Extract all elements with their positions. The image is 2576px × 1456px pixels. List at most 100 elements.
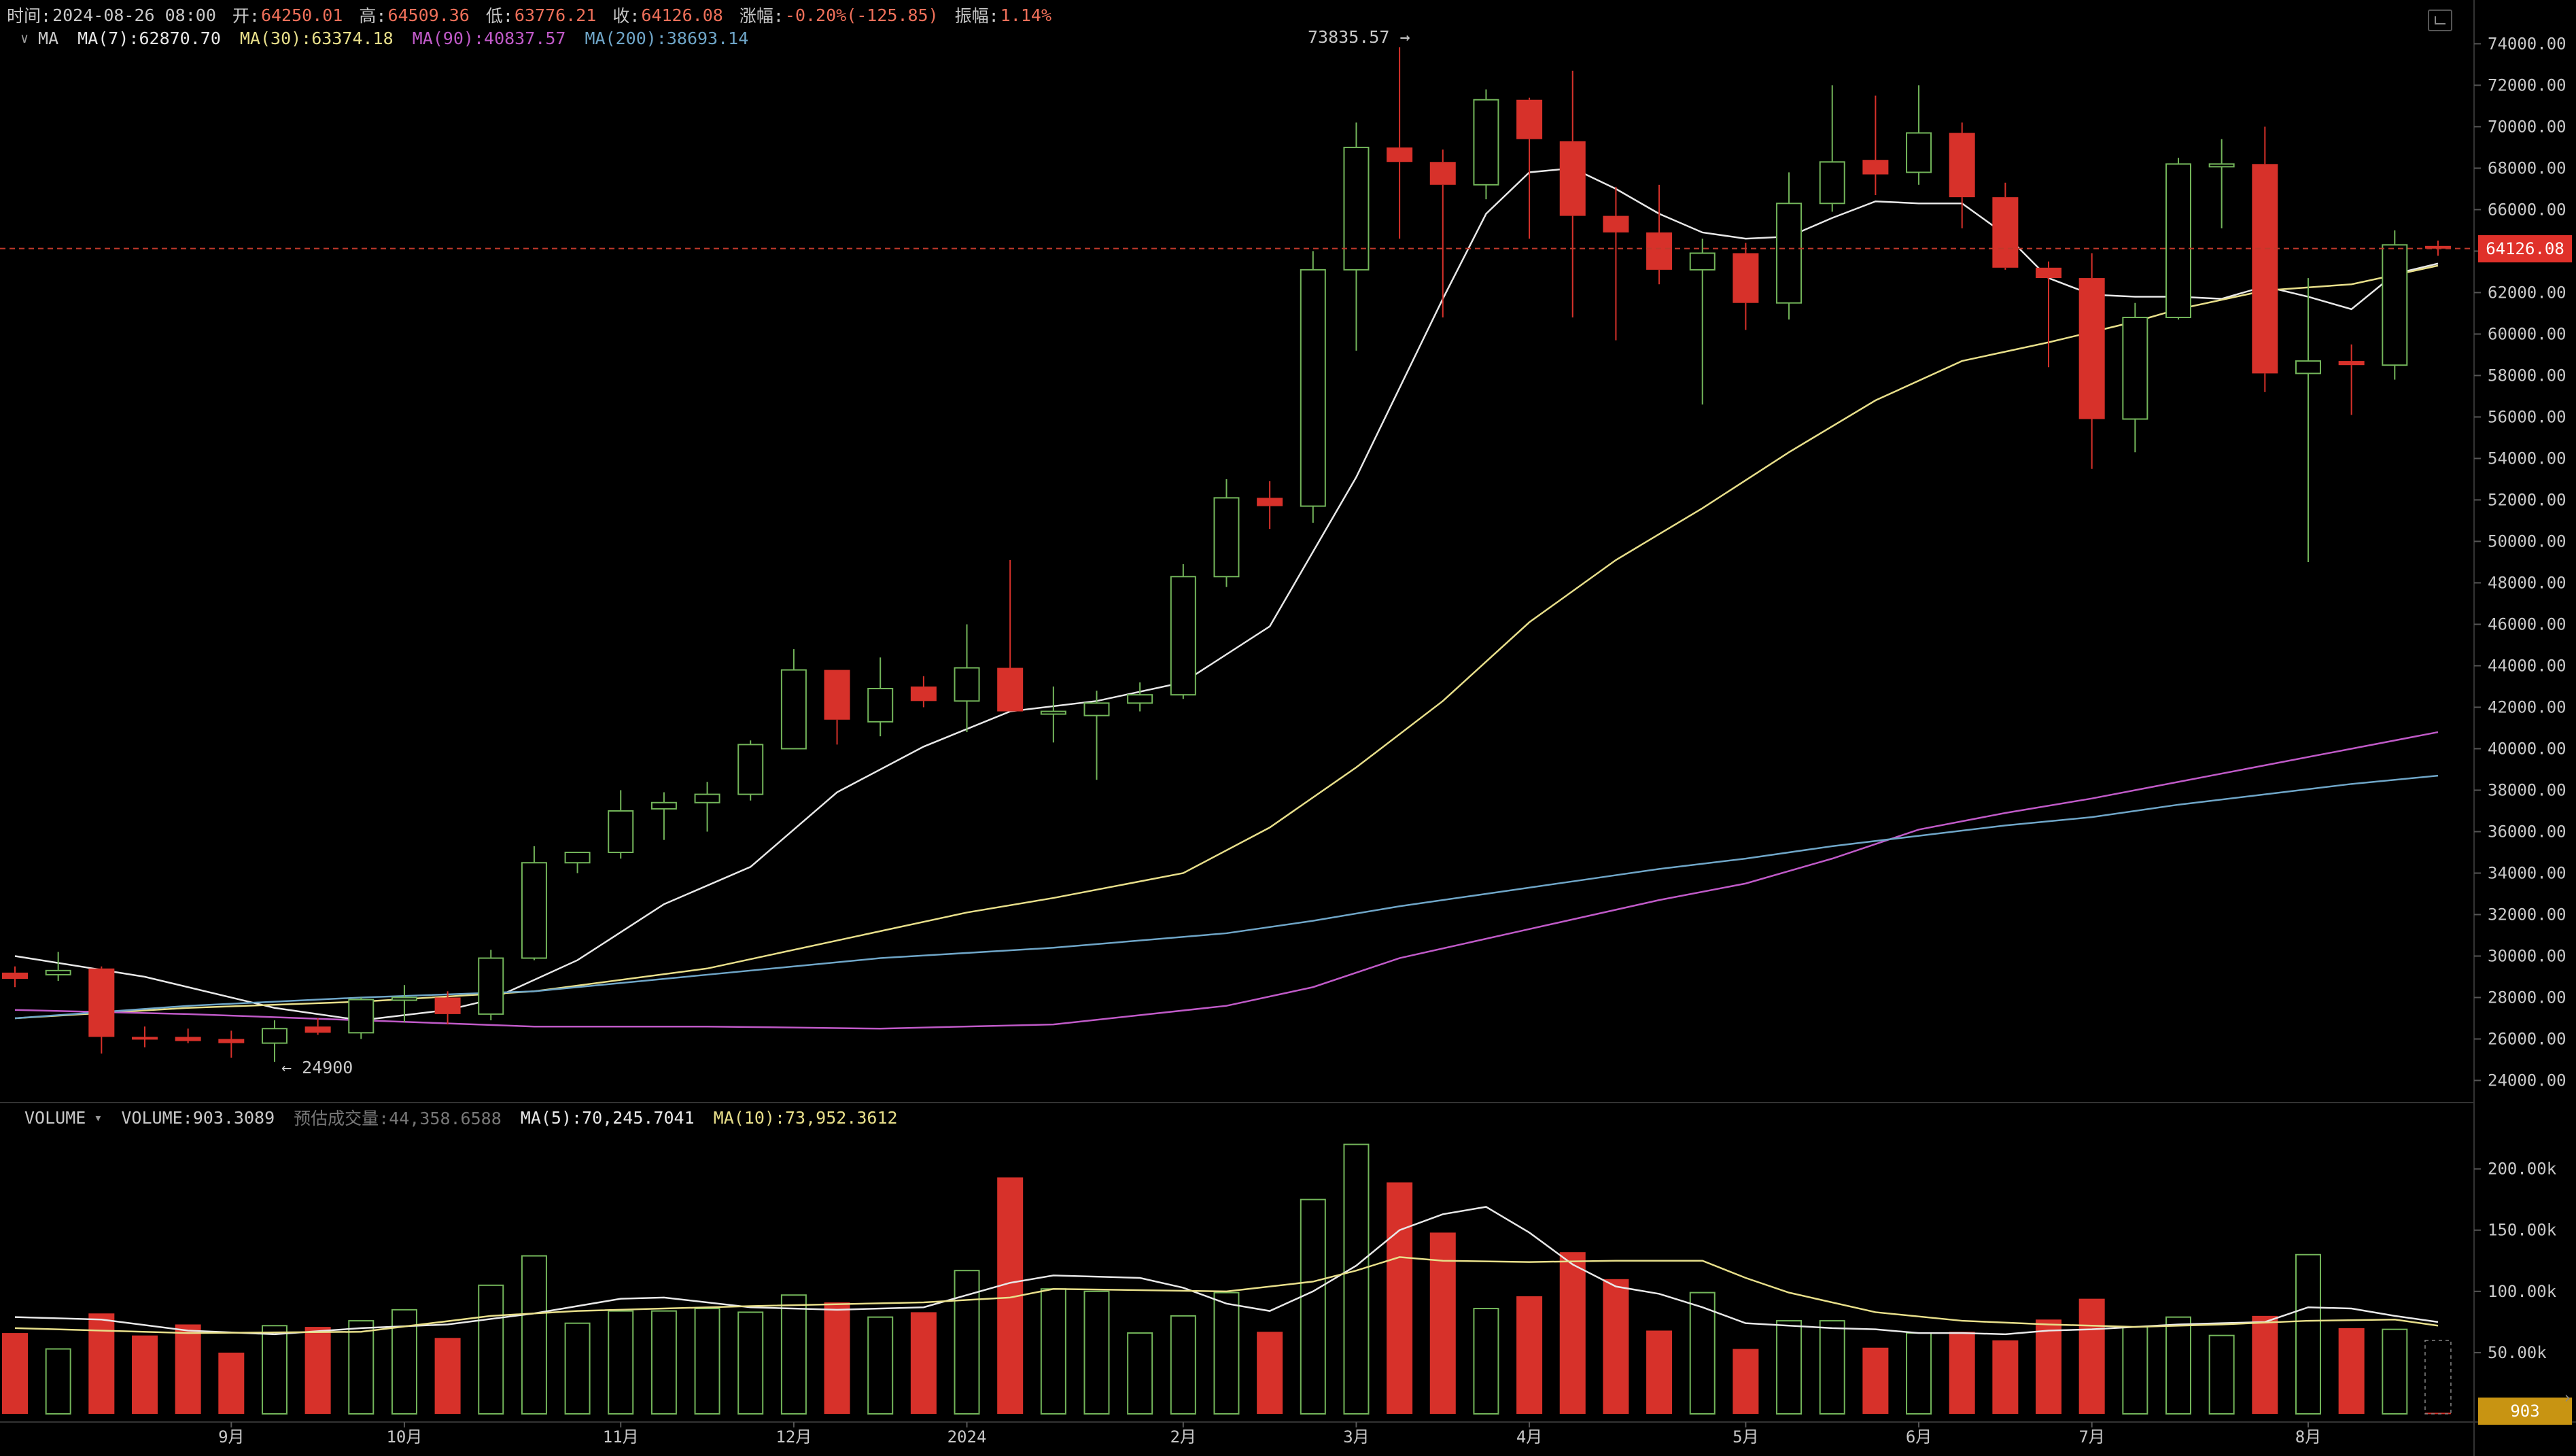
candle-body[interactable]	[2252, 164, 2278, 374]
volume-tick-label: 100.00k	[2488, 1282, 2557, 1301]
ma-legend[interactable]: ∨ MA MA(7):62870.70 MA(30):63374.18 MA(9…	[20, 26, 767, 50]
candle-body[interactable]	[1083, 702, 1110, 716]
volume-indicator-name[interactable]: VOLUME	[24, 1107, 86, 1128]
candle-body[interactable]	[780, 669, 807, 750]
volume-bar	[2122, 1326, 2148, 1415]
amplitude-value: 1.14%	[1000, 5, 1051, 25]
ma-indicator-name[interactable]: MA	[38, 28, 59, 48]
last-price-tag: 64126.08	[2478, 235, 2572, 262]
candle-body[interactable]	[1949, 133, 1975, 198]
candle-body[interactable]	[1257, 498, 1283, 506]
candle-body[interactable]	[1689, 252, 1716, 271]
candle-body[interactable]	[391, 996, 417, 1001]
candle-body[interactable]	[997, 668, 1024, 712]
estimated-volume: 预估成交量:44,358.6588	[294, 1109, 502, 1128]
candle-body[interactable]	[1343, 146, 1370, 271]
time-tick-label: 5月	[1733, 1427, 1758, 1446]
open-value: 64250.01	[260, 5, 343, 25]
price-tick-label: 38000.00	[2488, 780, 2566, 799]
candle-body[interactable]	[1819, 161, 1845, 205]
candle-body[interactable]	[1776, 203, 1803, 304]
candle-body[interactable]	[564, 851, 591, 864]
ma90-line	[14, 731, 2439, 1030]
volume-bar	[2424, 1412, 2451, 1415]
volume-bar	[954, 1270, 980, 1415]
candle-body[interactable]	[1992, 197, 2019, 268]
candle-body[interactable]	[175, 1037, 201, 1041]
candle-body[interactable]	[1300, 268, 1326, 507]
volume-ma10-value: MA(10):73,952.3612	[713, 1107, 898, 1128]
candle-body[interactable]	[304, 1026, 331, 1033]
candle-body[interactable]	[910, 686, 937, 701]
chevron-down-icon[interactable]: ∨	[20, 30, 29, 46]
candle-body[interactable]	[2, 972, 28, 980]
candle-body[interactable]	[218, 1039, 245, 1043]
candle-body[interactable]	[1127, 694, 1153, 704]
candle-body[interactable]	[650, 801, 677, 810]
time-tick-label: 4月	[1516, 1427, 1542, 1446]
candle-body[interactable]	[434, 997, 461, 1014]
volume-legend[interactable]: VOLUME ▾ VOLUME:903.3089 预估成交量:44,358.65…	[24, 1105, 917, 1130]
candle-body[interactable]	[694, 793, 720, 803]
price-tick-label: 32000.00	[2488, 905, 2566, 924]
candle-body[interactable]	[1906, 132, 1932, 173]
candle-body[interactable]	[45, 969, 71, 975]
candle-body[interactable]	[1559, 141, 1586, 216]
candle-body[interactable]	[2078, 278, 2105, 419]
low-price-annotation: ← 24900	[281, 1058, 353, 1077]
candle-body[interactable]	[824, 670, 850, 720]
candle-body[interactable]	[1170, 576, 1196, 696]
volume-bar	[780, 1294, 807, 1415]
volume-bar	[1862, 1347, 1889, 1414]
volume-bar	[824, 1302, 850, 1414]
volume-bar	[608, 1310, 634, 1415]
chevron-right-icon[interactable]: ›	[2562, 1388, 2573, 1407]
candle-body[interactable]	[261, 1028, 288, 1044]
candle-body[interactable]	[1603, 215, 1629, 232]
candle-body[interactable]	[2165, 163, 2191, 319]
candle-body[interactable]	[2382, 244, 2408, 366]
time-label: 时间:	[7, 6, 52, 26]
caret-down-icon[interactable]: ▾	[94, 1109, 103, 1126]
price-tick-label: 42000.00	[2488, 697, 2566, 716]
candle-body[interactable]	[1040, 710, 1066, 715]
candle-body[interactable]	[2036, 267, 2062, 279]
candle-body[interactable]	[2208, 163, 2235, 168]
volume-bar	[1127, 1332, 1153, 1415]
volume-bar	[218, 1352, 245, 1414]
price-tick-label: 28000.00	[2488, 988, 2566, 1007]
price-tick-label: 52000.00	[2488, 490, 2566, 509]
candle-body[interactable]	[1429, 162, 1456, 185]
volume-bar	[1170, 1315, 1196, 1415]
volume-bar	[1083, 1290, 1110, 1415]
last-volume-tag: 903	[2478, 1398, 2572, 1425]
candle-body[interactable]	[131, 1037, 158, 1040]
candle-body[interactable]	[88, 968, 115, 1037]
candle-body[interactable]	[2122, 317, 2148, 420]
candle-body[interactable]	[521, 862, 547, 959]
candle-body[interactable]	[1516, 99, 1543, 139]
candle-body[interactable]	[478, 957, 504, 1015]
candle-body[interactable]	[348, 999, 375, 1034]
volume-bar	[391, 1308, 417, 1415]
volume-bar	[1776, 1320, 1803, 1415]
volume-bar	[1300, 1198, 1326, 1415]
candle-body[interactable]	[2338, 361, 2365, 366]
candle-body[interactable]	[737, 744, 764, 795]
candle-body[interactable]	[2295, 360, 2321, 375]
candle-body[interactable]	[1733, 253, 1759, 303]
candle-body[interactable]	[1862, 160, 1889, 175]
price-tick-label: 30000.00	[2488, 946, 2566, 965]
candle-body[interactable]	[1213, 497, 1240, 578]
ma30-line	[14, 264, 2439, 1020]
candle-body[interactable]	[954, 667, 980, 702]
expand-icon[interactable]	[2428, 10, 2452, 31]
candle-body[interactable]	[2424, 245, 2451, 249]
candle-body[interactable]	[1473, 99, 1499, 186]
volume-bar	[2208, 1334, 2235, 1415]
candle-body[interactable]	[867, 688, 894, 723]
candle-body[interactable]	[1646, 232, 1673, 270]
candle-body[interactable]	[608, 810, 634, 853]
candle-body[interactable]	[1387, 147, 1413, 162]
